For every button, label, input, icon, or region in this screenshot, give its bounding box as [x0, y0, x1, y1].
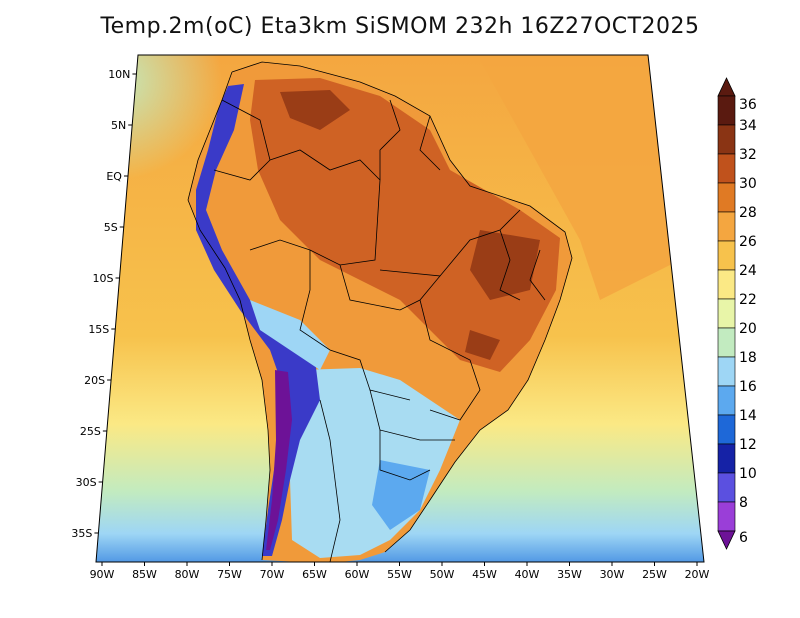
lat-tick-label: 20S	[84, 374, 105, 387]
lat-tick-label: 10N	[108, 68, 130, 81]
colorbar-label: 20	[739, 321, 757, 337]
longitude-axis: 90W 85W 80W 75W 70W 65W 60W 55W 50W 45W 40W 35W 30W 2…	[90, 562, 710, 581]
lon-tick-label: 90W	[90, 568, 115, 581]
lat-tick-label: 25S	[80, 425, 101, 438]
very-hot-spots	[280, 90, 540, 360]
lon-tick-label: 55W	[387, 568, 412, 581]
lat-tick-label: 15S	[88, 323, 109, 336]
lon-tick-label: 45W	[472, 568, 497, 581]
map-frame	[95, 54, 705, 563]
colorbar-segment	[717, 385, 736, 416]
lat-tick-label: 5S	[104, 221, 118, 234]
lon-tick-label: 60W	[345, 568, 370, 581]
lon-tick-label: 85W	[132, 568, 157, 581]
colorbar-label: 36	[739, 97, 757, 113]
colorbar-label: 26	[739, 234, 757, 250]
colorbar-label: 10	[739, 466, 757, 482]
lon-tick-label: 30W	[600, 568, 625, 581]
lon-tick-label: 20W	[685, 568, 710, 581]
lat-tick-label: 30S	[76, 476, 97, 489]
colorbar-label: 24	[739, 263, 757, 279]
colorbar-segment	[717, 95, 736, 126]
colorbar-segment	[717, 501, 736, 532]
andes-highland	[250, 300, 330, 370]
colorbar-label: 14	[739, 408, 757, 424]
colorbar-label: 32	[739, 147, 757, 163]
lon-tick-label: 35W	[557, 568, 582, 581]
colorbar-label: 34	[739, 118, 757, 134]
colorbar-segment	[717, 240, 736, 271]
colorbar-segment	[717, 269, 736, 300]
map-field	[96, 55, 704, 562]
lon-tick-label: 80W	[175, 568, 200, 581]
colorbar-label: 8	[739, 495, 748, 511]
political-borders	[187, 61, 573, 562]
colorbar-segment	[717, 327, 736, 358]
latitude-axis: 10N 5N EQ 5S 10S 15S 20S 25S 30S 35S	[71, 68, 137, 540]
colorbar-top-arrow	[717, 77, 736, 97]
colorbar-segment	[717, 356, 736, 387]
colorbar-label: 16	[739, 379, 757, 395]
colorbar-segment	[717, 472, 736, 503]
colorbar-label: 12	[739, 437, 757, 453]
lon-tick-label: 50W	[430, 568, 455, 581]
colorbar-segment	[717, 211, 736, 242]
atlantic-warm-area	[480, 60, 680, 300]
lon-tick-label: 25W	[642, 568, 667, 581]
lat-tick-label: EQ	[106, 170, 122, 183]
colorbar-segment	[717, 414, 736, 445]
colorbar-label: 18	[739, 350, 757, 366]
lat-tick-label: 5N	[111, 119, 126, 132]
lon-tick-label: 65W	[302, 568, 327, 581]
lat-tick-label: 35S	[71, 527, 92, 540]
colorbar: 36 34 32 30 28 26 24 22 20 18 16 14 12 10 8 6	[717, 77, 757, 550]
colorbar-segment	[717, 153, 736, 184]
colorbar-label: 6	[739, 530, 748, 546]
colorbar-label: 22	[739, 292, 757, 308]
colorbar-segment	[717, 182, 736, 213]
lon-tick-label: 70W	[260, 568, 285, 581]
colorbar-segment	[717, 443, 736, 474]
colorbar-segment	[717, 124, 736, 155]
map-title: Temp.2m(oC) Eta3km SiSMOM 232h 16Z27OCT2…	[100, 14, 700, 39]
andes-peaks	[266, 370, 292, 550]
colorbar-label: 28	[739, 205, 757, 221]
lon-tick-label: 75W	[217, 568, 242, 581]
colorbar-label: 30	[739, 176, 757, 192]
lat-tick-label: 10S	[93, 272, 114, 285]
colorbar-bottom-arrow	[717, 530, 736, 550]
colorbar-segment	[717, 298, 736, 329]
lon-tick-label: 40W	[515, 568, 540, 581]
hot-interior	[250, 78, 560, 372]
